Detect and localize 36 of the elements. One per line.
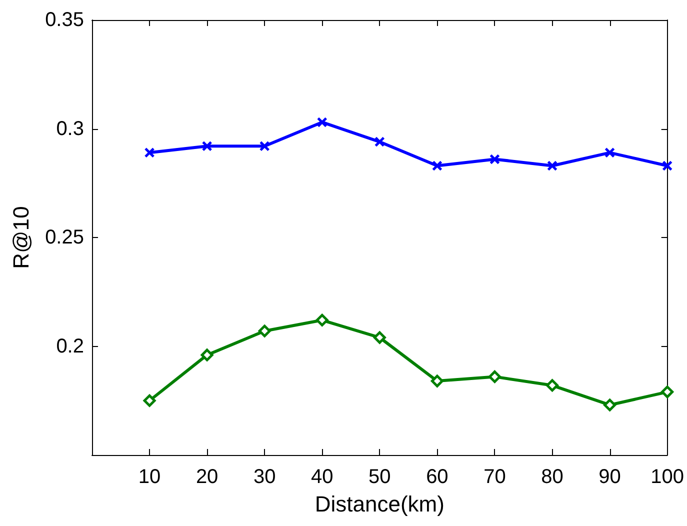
point	[144, 147, 155, 158]
point	[604, 147, 616, 158]
point	[604, 398, 616, 412]
point	[316, 116, 328, 128]
x-tick-label: 80	[541, 466, 564, 488]
x-tick-label: 70	[484, 466, 506, 488]
point	[143, 394, 156, 407]
point	[258, 324, 271, 338]
point	[374, 136, 385, 148]
y-tick-label: 0.3	[56, 118, 84, 140]
point	[661, 386, 674, 398]
point	[200, 348, 214, 362]
x-tick-label: 30	[253, 466, 276, 488]
point	[432, 160, 442, 171]
x-tick-label: 40	[311, 466, 334, 488]
y-tick-label: 0.35	[45, 9, 84, 31]
point	[373, 331, 386, 344]
x-tick-label: 10	[138, 466, 161, 488]
point	[547, 160, 558, 171]
point	[662, 160, 673, 171]
point	[316, 314, 328, 326]
point	[489, 154, 500, 164]
point	[430, 374, 444, 388]
x-tick-label: 20	[196, 466, 218, 488]
point	[488, 370, 501, 383]
y-tick-label: 0.2	[56, 335, 84, 358]
point	[546, 379, 558, 392]
x-tick-label: 100	[650, 466, 684, 488]
x-tick-label: 90	[598, 466, 621, 488]
point	[202, 140, 212, 152]
x-tick-label: 60	[426, 466, 448, 488]
x-axis-title: Distance(km)	[314, 492, 444, 516]
y-tick-label: 0.25	[45, 226, 84, 248]
x-tick-label: 50	[368, 466, 391, 488]
y-axis-title: R@10	[8, 206, 34, 269]
point	[259, 140, 270, 152]
